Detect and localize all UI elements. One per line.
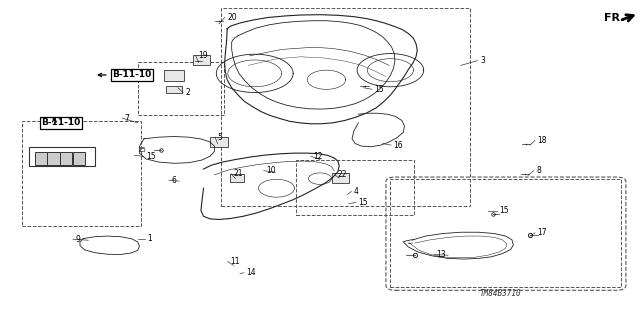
Text: 1: 1: [147, 234, 152, 243]
FancyBboxPatch shape: [164, 70, 184, 81]
Bar: [22, 121, 141, 226]
Text: 14: 14: [246, 268, 256, 277]
FancyBboxPatch shape: [60, 152, 72, 165]
Text: 18: 18: [538, 136, 547, 145]
Text: B-11-10: B-11-10: [112, 70, 151, 79]
Text: 9: 9: [76, 235, 81, 244]
FancyBboxPatch shape: [73, 152, 85, 165]
Text: 15: 15: [137, 147, 146, 153]
Bar: [138, 62, 224, 115]
Text: 22: 22: [337, 170, 347, 179]
Text: 2: 2: [186, 88, 190, 97]
FancyBboxPatch shape: [166, 86, 182, 93]
Text: 15: 15: [146, 152, 156, 161]
FancyBboxPatch shape: [332, 173, 349, 183]
Text: 10: 10: [266, 166, 276, 175]
Text: 17: 17: [538, 228, 547, 237]
FancyBboxPatch shape: [210, 137, 228, 147]
Text: 6: 6: [172, 176, 177, 185]
Text: 15: 15: [374, 85, 384, 94]
Bar: [390, 179, 621, 287]
Text: 8: 8: [536, 166, 541, 175]
FancyBboxPatch shape: [47, 152, 60, 165]
Bar: [221, 8, 470, 206]
Text: 4: 4: [354, 187, 359, 196]
Text: 20: 20: [227, 13, 237, 22]
Text: 19: 19: [198, 51, 208, 60]
Text: 15: 15: [499, 206, 509, 215]
Text: 16: 16: [394, 141, 403, 150]
FancyBboxPatch shape: [230, 174, 244, 182]
FancyBboxPatch shape: [193, 55, 210, 64]
Text: 5: 5: [218, 133, 223, 142]
Text: 12: 12: [314, 152, 323, 161]
Text: 21: 21: [234, 169, 243, 178]
Text: 15: 15: [358, 198, 368, 207]
Text: 11: 11: [230, 257, 240, 266]
Text: FR.: FR.: [604, 12, 624, 23]
Bar: [296, 160, 414, 215]
Text: 3: 3: [480, 56, 485, 65]
Text: 13: 13: [436, 250, 446, 259]
Text: 7: 7: [125, 114, 130, 122]
Text: TM84B3710: TM84B3710: [479, 289, 522, 298]
FancyBboxPatch shape: [35, 152, 47, 165]
Text: B-11-10: B-11-10: [42, 118, 81, 127]
